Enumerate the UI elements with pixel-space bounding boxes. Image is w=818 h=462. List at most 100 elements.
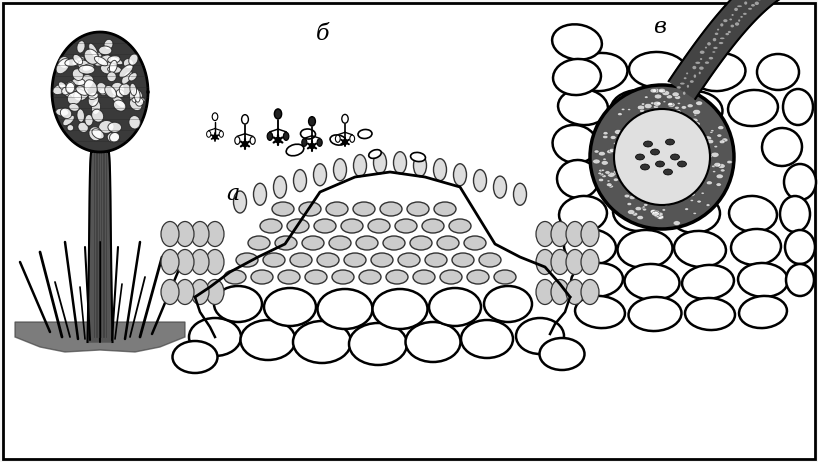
Ellipse shape [558, 89, 608, 125]
Ellipse shape [161, 280, 179, 304]
Ellipse shape [621, 108, 625, 110]
Ellipse shape [607, 172, 615, 177]
Ellipse shape [686, 73, 688, 74]
Ellipse shape [757, 54, 799, 90]
Ellipse shape [224, 270, 246, 284]
Ellipse shape [129, 98, 142, 110]
Ellipse shape [666, 95, 672, 99]
Ellipse shape [607, 180, 610, 182]
Ellipse shape [514, 183, 527, 205]
Ellipse shape [206, 249, 224, 274]
Ellipse shape [290, 253, 312, 267]
Ellipse shape [536, 249, 554, 274]
Ellipse shape [128, 73, 137, 81]
Ellipse shape [640, 109, 645, 113]
Ellipse shape [65, 59, 79, 67]
Ellipse shape [334, 159, 347, 181]
Text: а: а [227, 183, 240, 205]
Ellipse shape [641, 207, 645, 209]
Ellipse shape [207, 131, 211, 137]
Ellipse shape [410, 236, 432, 250]
Ellipse shape [717, 164, 726, 169]
Ellipse shape [566, 221, 584, 247]
Ellipse shape [705, 61, 709, 64]
Ellipse shape [731, 14, 734, 16]
Ellipse shape [675, 106, 679, 109]
Ellipse shape [317, 253, 339, 267]
Ellipse shape [69, 103, 79, 111]
Ellipse shape [685, 298, 735, 330]
Ellipse shape [609, 185, 614, 188]
Ellipse shape [341, 219, 363, 233]
Ellipse shape [675, 109, 681, 114]
Ellipse shape [398, 253, 420, 267]
Ellipse shape [484, 286, 532, 322]
Ellipse shape [494, 270, 516, 284]
Ellipse shape [711, 152, 719, 158]
Circle shape [213, 135, 217, 139]
Ellipse shape [114, 100, 126, 111]
Ellipse shape [176, 280, 194, 304]
Circle shape [590, 85, 734, 229]
Ellipse shape [101, 62, 116, 74]
Ellipse shape [414, 155, 426, 176]
Ellipse shape [728, 31, 730, 33]
Ellipse shape [395, 219, 417, 233]
Ellipse shape [286, 144, 303, 156]
Ellipse shape [719, 42, 723, 44]
Ellipse shape [129, 116, 141, 129]
Ellipse shape [214, 286, 262, 322]
Ellipse shape [721, 138, 728, 142]
Ellipse shape [692, 66, 696, 69]
Ellipse shape [95, 55, 110, 67]
Ellipse shape [77, 41, 85, 53]
Ellipse shape [92, 101, 101, 115]
Ellipse shape [658, 88, 666, 93]
Ellipse shape [440, 270, 462, 284]
Ellipse shape [687, 85, 689, 88]
Ellipse shape [254, 183, 267, 205]
Ellipse shape [566, 249, 584, 274]
Circle shape [614, 109, 710, 205]
Ellipse shape [720, 23, 723, 26]
Ellipse shape [89, 127, 101, 141]
Ellipse shape [695, 101, 703, 105]
Ellipse shape [429, 288, 481, 326]
Ellipse shape [552, 24, 602, 60]
Ellipse shape [453, 164, 466, 186]
Ellipse shape [677, 102, 681, 104]
Ellipse shape [92, 109, 104, 122]
Ellipse shape [676, 86, 681, 89]
Ellipse shape [353, 202, 375, 216]
Ellipse shape [705, 47, 707, 49]
Ellipse shape [693, 212, 696, 214]
Ellipse shape [593, 159, 600, 164]
Ellipse shape [603, 158, 606, 160]
Circle shape [309, 143, 315, 149]
Ellipse shape [602, 175, 606, 177]
Ellipse shape [467, 270, 489, 284]
Ellipse shape [780, 196, 810, 232]
Ellipse shape [704, 171, 708, 174]
Ellipse shape [59, 56, 70, 68]
Ellipse shape [700, 139, 708, 144]
Ellipse shape [108, 122, 122, 132]
Ellipse shape [721, 169, 725, 172]
Ellipse shape [656, 214, 664, 219]
Ellipse shape [666, 139, 675, 145]
Ellipse shape [359, 270, 381, 284]
Ellipse shape [671, 154, 680, 160]
Ellipse shape [350, 135, 354, 142]
Ellipse shape [464, 236, 486, 250]
Ellipse shape [358, 129, 372, 139]
Ellipse shape [650, 209, 656, 213]
Ellipse shape [557, 160, 599, 198]
Ellipse shape [553, 59, 601, 95]
Ellipse shape [711, 130, 714, 132]
Ellipse shape [785, 230, 815, 264]
Ellipse shape [61, 87, 70, 95]
Ellipse shape [634, 117, 641, 122]
Ellipse shape [735, 22, 739, 26]
Ellipse shape [702, 142, 708, 146]
Ellipse shape [658, 90, 663, 92]
